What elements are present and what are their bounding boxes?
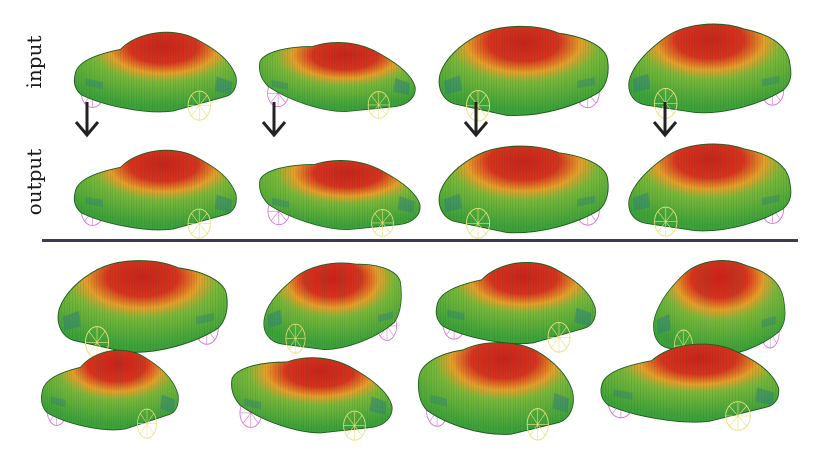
car-mesh-in-1 [73, 31, 237, 121]
car-mesh-out-3 [438, 145, 609, 239]
car-mesh-gen-8 [600, 343, 780, 431]
section-divider [42, 239, 798, 242]
front-wheel-in-4 [654, 88, 678, 119]
down-arrow-icon [463, 102, 489, 138]
car-mesh-in-4 [628, 23, 792, 119]
front-wheel-gen-3 [547, 322, 571, 353]
car-mesh-gen-4 [653, 260, 786, 363]
front-wheel-gen-5 [137, 408, 157, 439]
front-wheel-out-2 [371, 209, 394, 237]
front-wheel-out-3 [466, 208, 490, 239]
front-wheel-gen-6 [343, 410, 366, 441]
front-wheel-in-1 [187, 90, 211, 121]
front-wheel-in-2 [367, 91, 390, 119]
row-label-input: input [22, 35, 46, 89]
car-mesh-out-4 [628, 143, 792, 237]
front-wheel-out-4 [654, 206, 678, 237]
car-mesh-out-1 [73, 149, 237, 239]
car-mesh-out-2 [259, 160, 421, 237]
front-wheel-gen-8 [725, 401, 751, 431]
car-mesh-gen-2 [263, 262, 402, 354]
row-label-output: output [22, 148, 46, 216]
car-mesh-gen-3 [435, 261, 596, 353]
front-wheel-gen-2 [285, 323, 306, 354]
car-mesh-in-2 [258, 42, 416, 119]
car-mesh-in-3 [438, 25, 609, 122]
car-mesh-gen-6 [231, 357, 393, 441]
down-arrow-icon [261, 102, 287, 138]
front-wheel-gen-7 [526, 408, 549, 441]
front-wheel-out-1 [187, 208, 211, 239]
down-arrow-icon [74, 102, 100, 138]
car-mesh-gen-5 [41, 349, 179, 439]
car-mesh-gen-7 [417, 342, 574, 441]
car-mesh-gen-1 [57, 260, 228, 359]
down-arrow-icon [652, 102, 678, 138]
